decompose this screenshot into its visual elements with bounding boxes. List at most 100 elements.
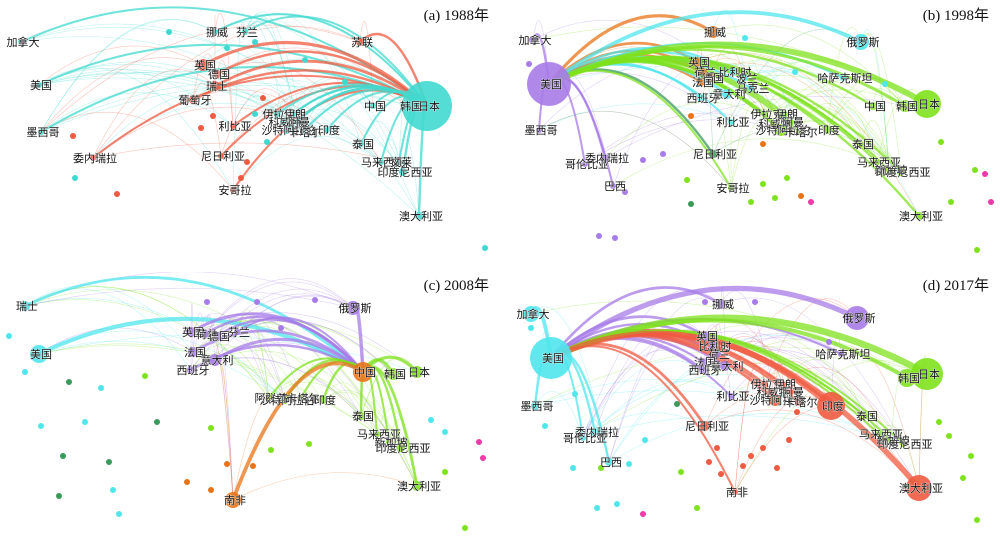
- trade-link: [40, 19, 216, 133]
- minor-country-node: [142, 373, 148, 379]
- country-node: [411, 366, 423, 378]
- country-node: [886, 167, 892, 173]
- country-label: 葡萄牙: [179, 94, 212, 107]
- minor-country-node: [826, 339, 832, 345]
- minor-country-node: [718, 471, 724, 477]
- country-node: [399, 168, 407, 176]
- minor-country-node: [542, 423, 548, 429]
- country-label: 文莱: [390, 155, 412, 169]
- minor-country-node: [694, 505, 700, 511]
- country-label: 澳大利亚: [899, 481, 943, 495]
- country-label: 比利时: [699, 340, 732, 353]
- network-panel-2008: 瑞士 美国 英国 荷兰 德国 芬兰 法国 意大利 西班牙 俄罗斯 阿联酋 沙特阿拉伯 卡塔尔 印度 中国 韩国…: [5, 272, 495, 534]
- minor-country-node: [224, 461, 230, 467]
- country-node: [187, 366, 195, 374]
- country-label: 印度: [314, 393, 336, 407]
- trade-link: [192, 336, 302, 399]
- minor-country-node: [238, 175, 244, 181]
- trade-link: [710, 59, 902, 173]
- country-label: 俄罗斯: [847, 36, 880, 49]
- minor-country-node: [252, 111, 258, 117]
- minor-country-node: [972, 167, 978, 173]
- trade-link: [244, 15, 428, 107]
- minor-country-node: [38, 423, 44, 429]
- country-label: 印度: [822, 399, 844, 413]
- trade-link: [236, 319, 394, 375]
- country-node: [697, 94, 705, 102]
- country-label: 俄罗斯: [339, 302, 372, 315]
- trade-link: [534, 390, 584, 439]
- country-label: 韩国: [400, 99, 422, 113]
- trade-link: [204, 278, 354, 335]
- country-node: [728, 393, 734, 399]
- country-node: [788, 389, 794, 395]
- trade-link: [860, 120, 890, 171]
- minor-country-node: [742, 35, 748, 41]
- country-label: 马来西亚: [857, 156, 901, 169]
- minor-country-node: [688, 201, 694, 207]
- country-node: [795, 398, 803, 406]
- network-panel-1988: 加拿大 美国 墨西哥 委内瑞拉 挪威 芬兰 苏联 英国 德国 瑞士 葡萄牙 利比亚 尼日利亚 安哥拉 伊拉克…: [5, 2, 495, 264]
- minor-country-node: [428, 417, 434, 423]
- country-label: 美国: [542, 352, 564, 365]
- country-label: 中国: [864, 100, 886, 113]
- trade-link: [704, 409, 920, 489]
- trade-link: [214, 295, 354, 361]
- minor-country-node: [640, 157, 646, 163]
- country-label: 韩国: [384, 367, 406, 381]
- country-label: 芬兰: [228, 326, 250, 339]
- country-node: [415, 212, 423, 220]
- country-label: 泰国: [852, 137, 874, 151]
- trade-link: [286, 122, 420, 217]
- country-label: 德国: [208, 67, 230, 81]
- minor-country-node: [210, 113, 216, 119]
- country-node: [396, 159, 402, 165]
- trade-link: [24, 275, 364, 374]
- country-node: [796, 129, 802, 135]
- trade-link: [236, 320, 394, 375]
- country-label: 委内瑞拉: [585, 151, 629, 165]
- country-label: 韩国: [898, 371, 920, 385]
- country-label: 荷兰: [196, 328, 218, 341]
- country-label: 法国: [692, 75, 714, 89]
- minor-country-node: [250, 463, 256, 469]
- minor-country-node: [794, 409, 800, 415]
- minor-country-node: [22, 369, 28, 375]
- minor-country-node: [784, 175, 790, 181]
- trade-link: [604, 101, 782, 159]
- minor-country-node: [260, 95, 266, 101]
- trade-link: [40, 24, 361, 133]
- trade-link: [730, 100, 766, 189]
- trade-link: [232, 393, 286, 501]
- country-node: [900, 441, 906, 447]
- minor-country-node: [774, 465, 780, 471]
- country-node: [230, 123, 236, 129]
- trade-link: [772, 80, 874, 125]
- minor-country-node: [772, 195, 778, 201]
- minor-country-node: [184, 479, 190, 485]
- country-label: 新加坡: [875, 163, 908, 177]
- country-label: 日本: [918, 367, 940, 381]
- country-label: 马来西亚: [361, 156, 405, 169]
- country-label: 利比亚: [717, 116, 750, 129]
- minor-country-node: [960, 475, 966, 481]
- trade-link: [744, 59, 792, 123]
- trade-link: [214, 352, 234, 501]
- minor-country-node: [268, 447, 274, 453]
- country-label: 法国: [184, 345, 206, 359]
- country-node: [780, 381, 786, 387]
- country-label: 英国: [182, 325, 204, 339]
- country-label: 安哥拉: [717, 181, 750, 195]
- minor-country-node: [72, 175, 78, 181]
- country-label: 德国: [702, 71, 724, 85]
- country-label: 哈萨克斯坦: [818, 71, 873, 85]
- trade-link: [192, 83, 284, 123]
- trade-link: [38, 77, 382, 163]
- trade-link: [92, 69, 216, 159]
- country-node: [378, 159, 384, 165]
- country-node: [899, 100, 911, 112]
- minor-country-node: [56, 493, 62, 499]
- minor-country-node: [278, 325, 284, 331]
